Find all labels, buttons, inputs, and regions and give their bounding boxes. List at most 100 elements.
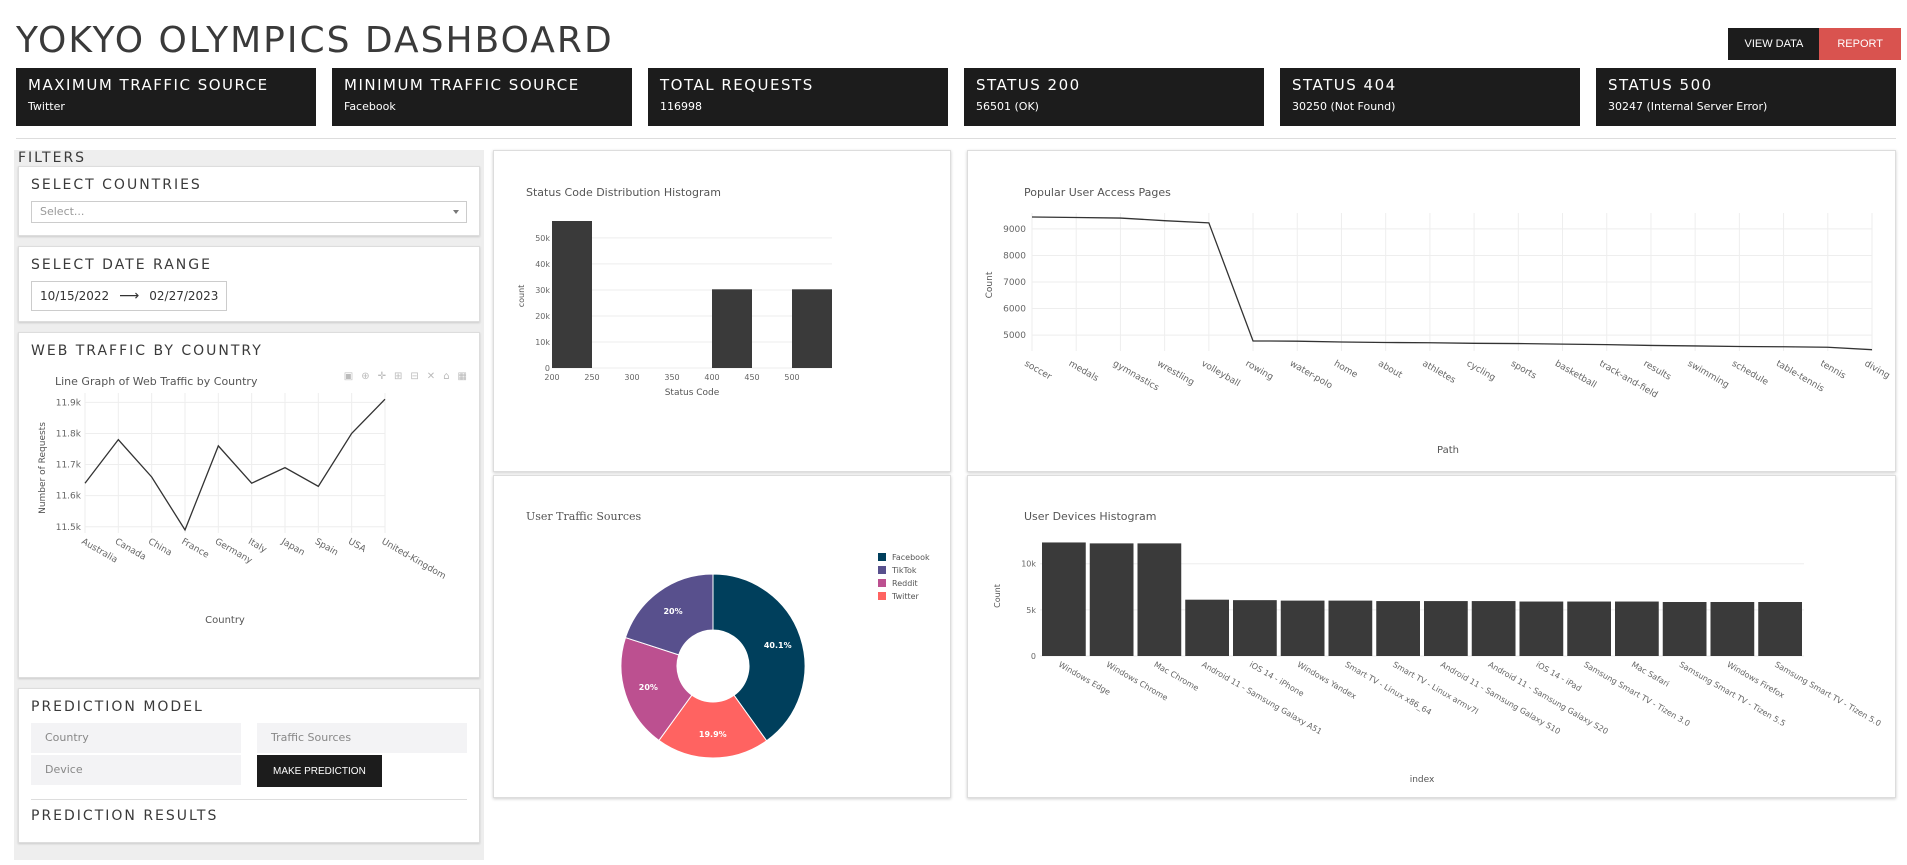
y-tick-label: 40k bbox=[535, 260, 550, 269]
x-tick-label: France bbox=[180, 537, 211, 561]
make-prediction-button[interactable]: MAKE PREDICTION bbox=[257, 755, 382, 787]
x-axis-label: index bbox=[1410, 775, 1435, 785]
device-bar bbox=[1137, 543, 1182, 656]
y-tick-label: 8000 bbox=[1003, 251, 1026, 261]
date-range-picker[interactable]: 10/15/2022 ⟶ 02/27/2023 bbox=[31, 281, 228, 311]
x-tick-label: sports bbox=[1509, 359, 1538, 382]
x-tick-label: 400 bbox=[704, 373, 719, 382]
prediction-results-title: PREDICTION RESULTS bbox=[31, 808, 219, 824]
device-bar bbox=[1758, 602, 1802, 656]
zoom-out-icon[interactable]: ⊟ bbox=[410, 371, 419, 382]
histogram-bar bbox=[712, 289, 752, 368]
x-tick-label: Windows Edge bbox=[1057, 660, 1112, 697]
chevron-down-icon bbox=[453, 210, 459, 214]
start-date[interactable]: 10/15/2022 bbox=[40, 289, 110, 303]
pie-value-label: 20% bbox=[663, 607, 682, 616]
popular-pages-title: Popular User Access Pages bbox=[1024, 186, 1171, 199]
x-tick-label: volleyball bbox=[1199, 359, 1241, 389]
y-axis-label: count bbox=[517, 285, 526, 308]
country-field[interactable]: Country bbox=[31, 723, 241, 753]
x-tick-label: diving bbox=[1863, 359, 1892, 381]
x-axis-label: Country bbox=[205, 615, 245, 626]
status-histogram-card: Status Code Distribution Histogram 0 10k 2… bbox=[493, 150, 951, 472]
prediction-title: PREDICTION MODEL bbox=[31, 699, 204, 715]
x-tick-label: 500 bbox=[784, 373, 799, 382]
x-tick-label: Canada bbox=[113, 537, 148, 563]
legend-swatch bbox=[878, 566, 886, 574]
legend-swatch bbox=[878, 592, 886, 600]
y-tick-label: 20k bbox=[535, 312, 550, 321]
y-tick-label: 11.6k bbox=[56, 492, 82, 502]
stat-card-status-200: STATUS 200 56501 (OK) bbox=[964, 68, 1264, 126]
report-button[interactable]: REPORT bbox=[1819, 28, 1901, 60]
plotly-logo-icon[interactable]: ▦ bbox=[457, 371, 467, 382]
autoscale-icon[interactable]: ✕ bbox=[426, 371, 436, 382]
stat-value: 116998 bbox=[660, 100, 702, 113]
zoom-icon[interactable]: ⊕ bbox=[361, 371, 370, 382]
stat-value: 30247 (Internal Server Error) bbox=[1608, 100, 1768, 113]
y-axis-label: Number of Requests bbox=[38, 422, 48, 514]
stats-row: MAXIMUM TRAFFIC SOURCE Twitter MINIMUM TR… bbox=[16, 68, 1896, 126]
arrow-right-icon: ⟶ bbox=[119, 288, 140, 304]
y-tick-label: 10k bbox=[1021, 560, 1036, 569]
x-tick-label: rowing bbox=[1244, 359, 1275, 383]
pie-slice-reddit bbox=[620, 636, 693, 742]
pan-icon[interactable]: ✛ bbox=[377, 371, 387, 382]
pie-slice-twitter bbox=[658, 694, 768, 759]
y-axis-label: Count bbox=[993, 584, 1002, 608]
legend-label: Reddit bbox=[892, 579, 918, 588]
filters-panel: FILTERS SELECT COUNTRIES Select... SELEC… bbox=[14, 150, 484, 860]
date-range-card: SELECT DATE RANGE 10/15/2022 ⟶ 02/27/202… bbox=[18, 246, 480, 322]
date-range-title: SELECT DATE RANGE bbox=[31, 257, 212, 273]
y-tick-label: 0 bbox=[1031, 652, 1036, 661]
x-tick-label: 350 bbox=[664, 373, 679, 382]
camera-icon[interactable]: ▣ bbox=[343, 371, 354, 382]
x-tick-label: gymnastics bbox=[1111, 359, 1161, 394]
stat-value: 56501 (OK) bbox=[976, 100, 1039, 113]
x-tick-label: USA bbox=[346, 537, 368, 555]
select-countries-title: SELECT COUNTRIES bbox=[31, 177, 202, 193]
x-tick-label: 250 bbox=[584, 373, 599, 382]
legend-swatch bbox=[878, 553, 886, 561]
x-tick-label: Samsung Smart TV - Tizen 5.0 bbox=[1773, 660, 1882, 728]
x-tick-label: 200 bbox=[544, 373, 559, 382]
x-tick-label: cycling bbox=[1465, 359, 1497, 383]
home-icon[interactable]: ⌂ bbox=[443, 371, 450, 382]
x-tick-label: Smart TV - Linux x86_64 bbox=[1343, 660, 1433, 717]
zoom-in-icon[interactable]: ⊞ bbox=[394, 371, 403, 382]
y-tick-label: 0 bbox=[545, 364, 550, 373]
traffic-sources-field[interactable]: Traffic Sources bbox=[257, 723, 467, 753]
end-date[interactable]: 02/27/2023 bbox=[149, 289, 219, 303]
device-bar bbox=[1710, 602, 1755, 656]
device-field-label: Device bbox=[45, 763, 83, 776]
prediction-card: PREDICTION MODEL Country Device Traffic … bbox=[18, 688, 480, 843]
x-tick-label: about bbox=[1376, 359, 1404, 381]
pie-value-label: 20% bbox=[639, 683, 658, 692]
device-bar bbox=[1185, 599, 1229, 656]
page-title: YOKYO OLYMPICS DASHBOARD bbox=[16, 20, 614, 61]
top-buttons: VIEW DATA REPORT bbox=[1728, 28, 1901, 60]
stat-title: TOTAL REQUESTS bbox=[660, 76, 814, 94]
device-bar bbox=[1567, 601, 1611, 656]
y-tick-label: 10k bbox=[535, 338, 550, 347]
x-tick-label: Australia bbox=[80, 537, 119, 566]
countries-select[interactable]: Select... bbox=[31, 201, 467, 223]
x-tick-label: table-tennis bbox=[1774, 359, 1826, 395]
stat-title: STATUS 404 bbox=[1292, 76, 1397, 94]
legend-label: Facebook bbox=[892, 553, 930, 562]
x-tick-label: Mac Chrome bbox=[1152, 660, 1200, 693]
countries-placeholder: Select... bbox=[40, 205, 85, 218]
device-field[interactable]: Device bbox=[31, 755, 241, 785]
y-tick-label: 9000 bbox=[1003, 225, 1026, 235]
y-tick-label: 5k bbox=[1026, 606, 1036, 615]
device-bar bbox=[1233, 600, 1277, 656]
y-tick-label: 11.5k bbox=[56, 523, 82, 533]
device-bar bbox=[1042, 542, 1086, 656]
x-tick-label: results bbox=[1641, 359, 1672, 383]
legend-label: Twitter bbox=[891, 592, 920, 601]
view-data-button[interactable]: VIEW DATA bbox=[1728, 28, 1820, 60]
x-tick-label: tennis bbox=[1818, 359, 1847, 382]
filters-title: FILTERS bbox=[18, 150, 87, 166]
